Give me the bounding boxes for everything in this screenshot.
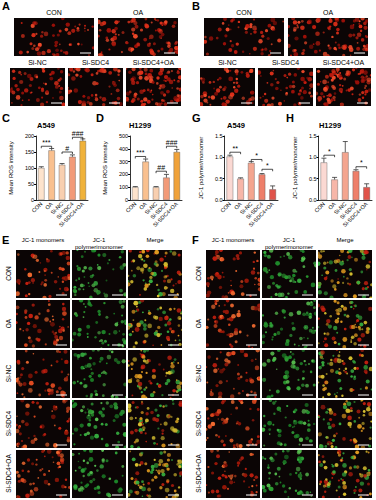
svg-text:H1299: H1299: [129, 121, 151, 130]
svg-text:OA: OA: [137, 200, 148, 211]
svg-text:Mean ROS intensity: Mean ROS intensity: [102, 141, 108, 194]
svg-text:Si-SDC4+OA: Si-SDC4+OA: [152, 201, 179, 228]
svg-text:#: #: [65, 145, 69, 152]
svg-text:OA: OA: [232, 200, 243, 211]
html-text:Merge: Merge: [336, 237, 354, 243]
svg-text:200: 200: [119, 171, 128, 177]
html-text:A: A: [2, 0, 10, 12]
html-text:Si-SDC4: Si-SDC4: [4, 410, 12, 437]
svg-text:500: 500: [119, 133, 128, 139]
html-text:Si-SDC4+OA: Si-SDC4+OA: [194, 454, 202, 493]
svg-text:**: **: [233, 145, 239, 152]
svg-text:JC-1 polymer/monomer: JC-1 polymer/monomer: [292, 137, 298, 200]
html-text:Si-SDC4: Si-SDC4: [81, 59, 110, 66]
svg-text:50: 50: [28, 181, 34, 187]
html-text:Si-NC: Si-NC: [194, 364, 202, 383]
html-text:C: C: [2, 112, 10, 124]
svg-text:*: *: [360, 159, 363, 166]
html-text:OA: OA: [194, 318, 202, 329]
svg-text:0.0: 0.0: [215, 197, 223, 203]
svg-text:150: 150: [25, 149, 34, 155]
html-text:Si-NC: Si-NC: [4, 364, 12, 383]
html-text:CON: CON: [194, 266, 202, 281]
html-text:CON: CON: [46, 9, 62, 16]
svg-text:Si-SDC4+OA: Si-SDC4+OA: [342, 201, 369, 228]
svg-text:CON: CON: [125, 201, 138, 214]
svg-text:1.0: 1.0: [309, 154, 317, 160]
svg-text:***: ***: [42, 139, 50, 146]
html-text:JC-1 monomers: JC-1 monomers: [21, 237, 65, 243]
html-text:E: E: [2, 234, 10, 246]
html-text:B: B: [192, 0, 200, 12]
html-text:OA: OA: [4, 318, 12, 329]
svg-text:##: ##: [157, 164, 165, 171]
html-text:JC-1 polymerimonomer: JC-1 polymerimonomer: [75, 237, 123, 250]
svg-text:***: ***: [136, 149, 144, 156]
svg-text:JC-1 polymer/monomer: JC-1 polymer/monomer: [198, 137, 204, 200]
html-text:Merge: Merge: [146, 237, 164, 243]
svg-text:###: ###: [72, 130, 84, 137]
html-text:Si-SDC4: Si-SDC4: [194, 410, 202, 437]
html-text:D: D: [96, 112, 104, 124]
html-text:CON: CON: [4, 266, 12, 281]
html-text:Si-SDC4+OA: Si-SDC4+OA: [132, 59, 175, 66]
html-text:Si-SDC4+OA: Si-SDC4+OA: [4, 454, 12, 493]
svg-text:300: 300: [119, 159, 128, 165]
html-text:JC-1 monomers: JC-1 monomers: [211, 237, 255, 243]
svg-text:OA: OA: [43, 200, 54, 211]
html-text:F: F: [192, 234, 199, 246]
html-text:Si-NC: Si-NC: [28, 59, 47, 66]
svg-text:0.0: 0.0: [309, 197, 317, 203]
html-text:JC-1 polymerimonomer: JC-1 polymerimonomer: [265, 237, 313, 250]
svg-text:Si-NC: Si-NC: [238, 200, 254, 216]
svg-text:CON: CON: [31, 201, 44, 214]
svg-text:200: 200: [25, 133, 34, 139]
svg-text:*: *: [328, 148, 331, 155]
html-text:Si-SDC4+OA: Si-SDC4+OA: [322, 59, 365, 66]
html-text:H: H: [286, 112, 294, 124]
svg-text:###: ###: [166, 139, 178, 146]
svg-text:*: *: [266, 162, 269, 169]
svg-text:Mean ROS intensity: Mean ROS intensity: [8, 141, 14, 194]
svg-text:100: 100: [25, 165, 34, 171]
svg-text:1.0: 1.0: [215, 154, 223, 160]
svg-text:Si-NC: Si-NC: [332, 200, 348, 216]
svg-text:A549: A549: [227, 121, 245, 130]
svg-text:0.5: 0.5: [215, 176, 223, 182]
html-text:Si-NC: Si-NC: [218, 59, 237, 66]
svg-text:0.5: 0.5: [309, 176, 317, 182]
svg-text:*: *: [255, 152, 258, 159]
html-text:Si-SDC4: Si-SDC4: [271, 59, 300, 66]
svg-text:0: 0: [125, 197, 128, 203]
svg-text:Si-NC: Si-NC: [143, 200, 159, 216]
svg-text:1.5: 1.5: [309, 133, 317, 139]
svg-text:H1299: H1299: [319, 121, 341, 130]
svg-text:Si-NC: Si-NC: [49, 200, 65, 216]
svg-text:400: 400: [119, 146, 128, 152]
svg-text:0: 0: [31, 197, 34, 203]
svg-text:1.5: 1.5: [215, 133, 223, 139]
svg-text:100: 100: [119, 184, 128, 190]
svg-text:CON: CON: [219, 201, 232, 214]
html-text:CON: CON: [236, 9, 252, 16]
svg-text:CON: CON: [313, 201, 326, 214]
svg-text:OA: OA: [326, 200, 337, 211]
html-text:G: G: [192, 112, 201, 124]
html-text:OA: OA: [132, 9, 144, 16]
html-text:OA: OA: [322, 9, 334, 16]
svg-text:Si-SDC4+OA: Si-SDC4+OA: [248, 201, 275, 228]
svg-text:Si-SDC4+OA: Si-SDC4+OA: [58, 201, 85, 228]
svg-text:A549: A549: [37, 121, 55, 130]
